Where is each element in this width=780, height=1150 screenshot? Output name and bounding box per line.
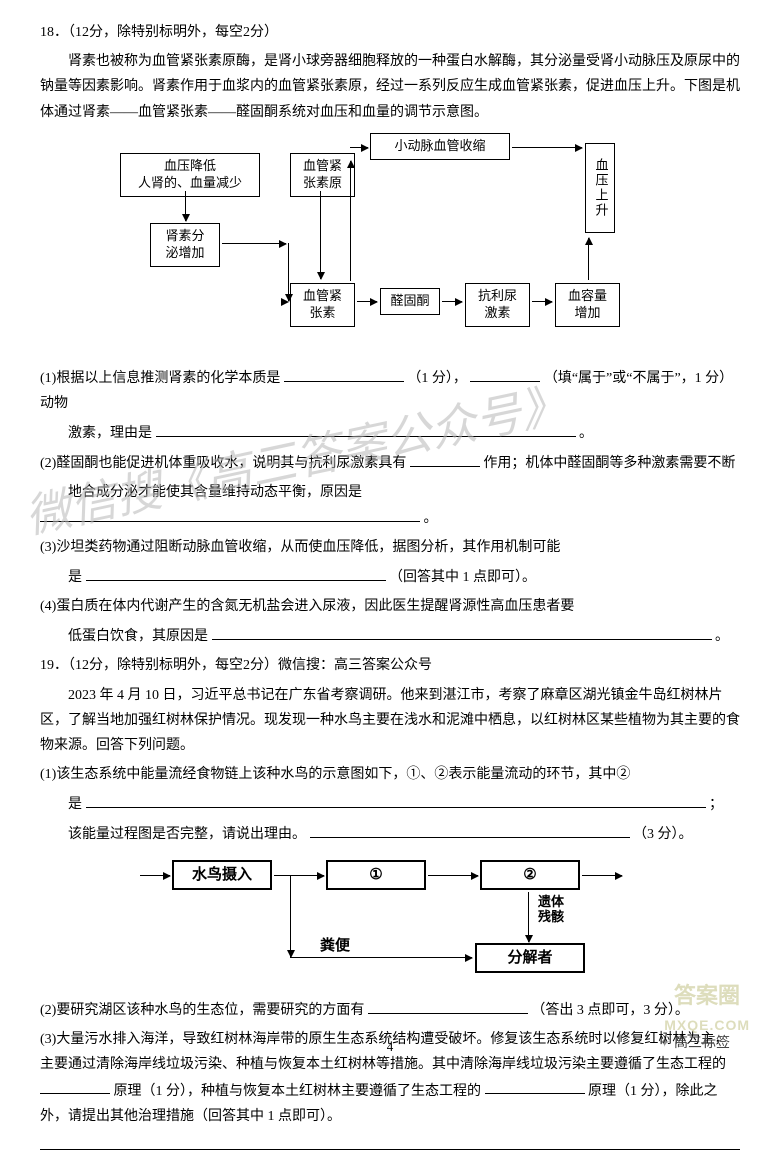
wm-bottom-text: 高三标签 — [674, 1036, 730, 1051]
blank-19-3b[interactable] — [485, 1078, 585, 1095]
q18-sub2d: 。 — [424, 511, 438, 526]
d1-box-angiotensin: 血管紧 张素 — [290, 283, 355, 327]
d2-arrow-in — [140, 875, 170, 876]
q18-sub3-line1: (3)沙坦类药物通过阻断动脉血管收缩，从而使血压降低，据图分析，其作用机制可能 — [40, 535, 740, 560]
blank-1b[interactable] — [470, 365, 540, 382]
d1-box-constrict: 小动脉血管收缩 — [370, 133, 510, 160]
overlay-url: MXQE.COM — [664, 1013, 750, 1038]
q18-sub1d: 激素，理由是 — [68, 426, 152, 441]
d1-arrow5 — [442, 301, 462, 302]
d2-arrow1 — [274, 875, 324, 876]
d1-box-angiotensinogen: 血管紧 张素原 — [290, 153, 355, 197]
d1-arrow7 — [588, 238, 589, 280]
q19-sub1c: ； — [709, 797, 723, 812]
q18-sub2b: 作用；机体中醛固酮等多种激素需要不断 — [483, 456, 735, 471]
d2-arrow-h1 — [290, 957, 472, 958]
d2-arrow-down2 — [528, 892, 529, 942]
q18-sub1b: （1 分）， — [407, 371, 467, 386]
blank-1c[interactable] — [156, 420, 576, 437]
d1-box-volume: 血容量 增加 — [555, 283, 620, 327]
d2-node-1: ① — [326, 860, 426, 890]
q18-sub1e: 。 — [579, 426, 593, 441]
diagram1-flowchart: 血压降低 人肾的、血量减少 肾素分 泌增加 血管紧 张素原 血管紧 张素 小动脉… — [110, 133, 670, 353]
blank-4a[interactable] — [212, 623, 712, 640]
q19-sub1-line3: 该能量过程图是否完整，请说出理由。 （3 分）。 — [40, 821, 740, 847]
q18-sub2-line1: (2)醛固酮也能促进机体重吸收水，说明其与抗利尿激素具有 作用；机体中醛固酮等多… — [40, 450, 740, 476]
overlay-brand: 答案圈 — [674, 976, 740, 1016]
d2-node-2: ② — [480, 860, 580, 890]
d1-arrow8 — [512, 147, 582, 148]
blank-3a[interactable] — [86, 564, 386, 581]
q18-header: 18．（12分，除特别标明外，每空2分） — [40, 20, 740, 45]
d1-box-renin: 肾素分 泌增加 — [150, 223, 220, 267]
d1-box-aldosterone: 醛固酮 — [380, 288, 440, 315]
d1-arrow4 — [357, 301, 377, 302]
d2-node-decomposer: 分解者 — [475, 943, 585, 973]
d1-arrow3 — [320, 191, 321, 279]
q19-intro: 2023 年 4 月 10 日，习近平总书记在广东省考察调研。他来到湛江市，考察… — [40, 683, 740, 759]
d1-arrow-up1h — [350, 147, 368, 148]
q19-sub1-line1: (1)该生态系统中能量流经食物链上该种水鸟的示意图如下，①、②表示能量流动的环节… — [40, 762, 740, 787]
d2-arrow2 — [428, 875, 478, 876]
q18-sub3c: （回答其中 1 点即可）。 — [389, 570, 536, 585]
q18-sub3-line2: 是 （回答其中 1 点即可）。 — [40, 564, 740, 590]
q19-sub3a: (3)大量污水排入海洋，导致红树林海岸带的原生生态系统结构遭受破坏。修复该生态系… — [40, 1032, 728, 1072]
d2-label-feces: 粪便 — [320, 933, 350, 960]
blank-19-1b[interactable] — [310, 821, 630, 838]
q18-sub4b: 低蛋白饮食，其原因是 — [68, 629, 208, 644]
q19-sub2a: (2)要研究湖区该种水鸟的生态位，需要研究的方面有 — [40, 1003, 364, 1018]
q19-sub2: (2)要研究湖区该种水鸟的生态位，需要研究的方面有 （答出 3 点即可，3 分）… — [40, 997, 740, 1023]
d1-arrow1 — [185, 191, 186, 221]
q19-sub1-line2: 是 ； — [40, 791, 740, 817]
blank-19-1a[interactable] — [86, 791, 706, 808]
blank-2a[interactable] — [410, 450, 480, 467]
q19-sub1e: （3 分）。 — [633, 827, 693, 842]
q19-sub1b: 是 — [68, 797, 82, 812]
d1-arrow-up1 — [350, 161, 351, 281]
d2-label-remains: 遗体 残骸 — [538, 895, 564, 924]
q18-sub1a: (1)根据以上信息推测肾素的化学本质是 — [40, 371, 280, 386]
q18-sub2-line2: 地合成分泌才能使其含量维持动态平衡，原因是 。 — [40, 480, 740, 531]
blank-19-3a[interactable] — [40, 1078, 110, 1095]
q19-header: 19．（12分，除特别标明外，每空2分）微信搜：高三答案公众号 — [40, 653, 740, 678]
q18-sub4-line2: 低蛋白饮食，其原因是 。 — [40, 623, 740, 649]
d1-arrow2b — [288, 243, 289, 301]
q19-sub1d: 该能量过程图是否完整，请说出理由。 — [68, 827, 306, 842]
blank-1a[interactable] — [284, 365, 404, 382]
d1-box-adh: 抗利尿 激素 — [465, 283, 530, 327]
q18-sub4c: 。 — [715, 629, 729, 644]
blank-2b[interactable] — [40, 505, 420, 522]
q18-sub4-line1: (4)蛋白质在体内代谢产生的含氮无机盐会进入尿液，因此医生提醒肾源性高血压患者要 — [40, 594, 740, 619]
q18-intro: 肾素也被称为血管紧张素原酶，是肾小球旁器细胞释放的一种蛋白水解酶，其分泌量受肾小… — [40, 49, 740, 125]
page-number: 4 — [387, 1035, 394, 1058]
q18-sub1-line1: (1)根据以上信息推测肾素的化学本质是 （1 分）， （填“属于”或“不属于”，… — [40, 365, 740, 416]
d1-box-bp-drop: 血压降低 人肾的、血量减少 — [120, 153, 260, 197]
diagram2-energy-flow: 水鸟摄入 ① ② 粪便 遗体 残骸 分解者 — [140, 855, 640, 985]
d2-arrow3 — [582, 875, 622, 876]
q19-sub3b: 原理（1 分），种植与恢复本土红树林主要遵循了生态工程的 — [114, 1083, 482, 1098]
d1-arrow2 — [222, 243, 286, 244]
q18-sub2a: (2)醛固酮也能促进机体重吸收水，说明其与抗利尿激素具有 — [40, 456, 406, 471]
q18-sub2c: 地合成分泌才能使其含量维持动态平衡，原因是 — [68, 485, 362, 500]
blank-19-2a[interactable] — [368, 997, 528, 1014]
d2-node-bird: 水鸟摄入 — [172, 860, 272, 890]
d2-arrow-down1 — [290, 875, 291, 957]
q18-sub3b: 是 — [68, 570, 82, 585]
d1-box-bp-up: 血压上升 — [585, 143, 615, 233]
q18-sub1-line2: 激素，理由是 。 — [40, 420, 740, 446]
d1-arrow6 — [532, 301, 552, 302]
